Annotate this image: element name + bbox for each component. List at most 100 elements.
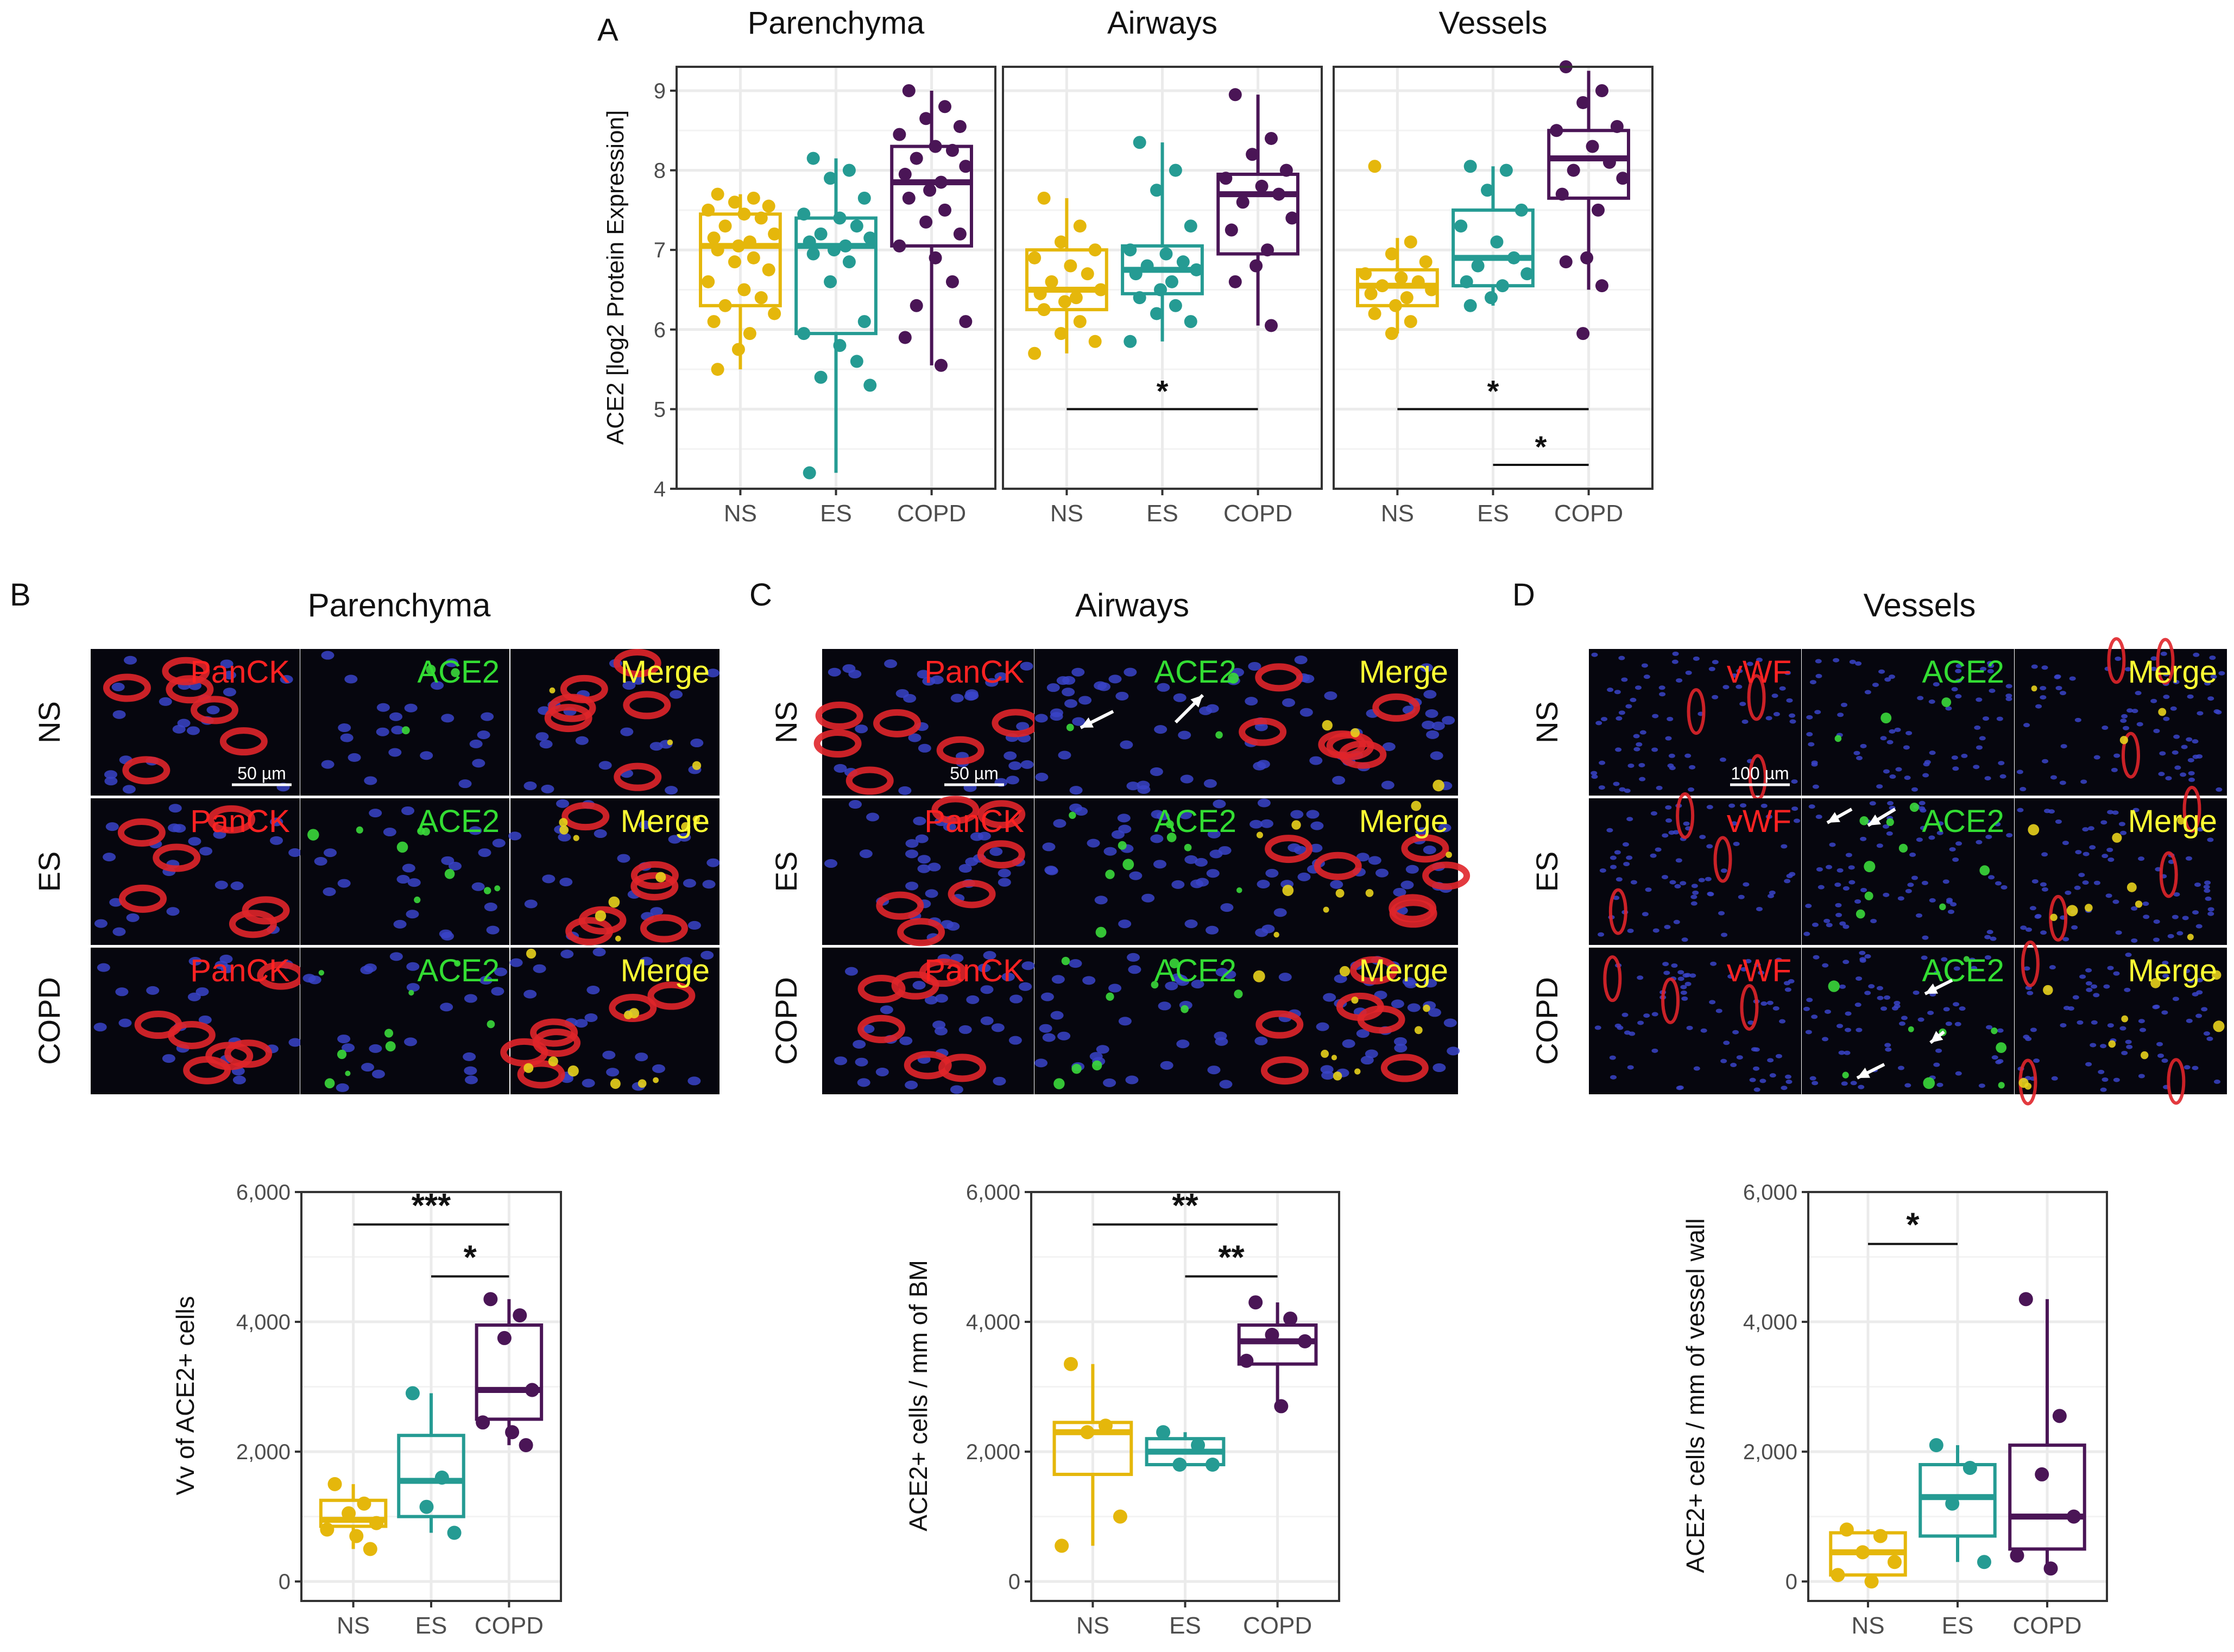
marker-signal: [1260, 1056, 1309, 1085]
nucleus: [1062, 688, 1075, 697]
nucleus: [1815, 673, 1822, 678]
x-tick-label: NS: [724, 500, 757, 527]
data-point: [1499, 163, 1513, 177]
nucleus: [560, 949, 574, 959]
ace2-signal: [1066, 723, 1074, 732]
panel-letter-b: B: [10, 577, 31, 613]
data-point: [1520, 267, 1534, 281]
nucleus: [2195, 1013, 2203, 1018]
nucleus: [1614, 1023, 1621, 1028]
nucleus: [1985, 835, 1992, 840]
nucleus: [1878, 669, 1885, 674]
nucleus: [1207, 829, 1221, 838]
data-point: [513, 1308, 527, 1323]
channel-label: ACE2: [417, 953, 500, 988]
nucleus: [905, 849, 919, 859]
nucleus: [1669, 766, 1676, 771]
micrograph-layer: B Parenchyma NS PanCK ACE2 Merge ES PanCK ACE2 Me…: [10, 577, 2227, 1106]
nucleus: [1690, 894, 1697, 899]
micrograph-image: ACE2: [1802, 649, 2014, 796]
nucleus: [1856, 755, 1863, 760]
nucleus: [2059, 780, 2066, 785]
nucleus: [168, 804, 182, 813]
data-point: [1205, 1458, 1220, 1472]
nucleus: [1154, 725, 1168, 734]
nucleus: [635, 1052, 648, 1062]
data-point: [707, 231, 721, 245]
ace2-signal: [1282, 885, 1294, 896]
nucleus: [1691, 884, 1698, 888]
data-point: [1389, 299, 1402, 312]
y-axis-label: Vv of ACE2+ cells: [171, 1296, 199, 1496]
nucleus: [1760, 1001, 1768, 1006]
nucleus: [1916, 837, 1923, 842]
data-point: [1298, 1334, 1312, 1348]
data-point: [1616, 172, 1630, 185]
nucleus: [1151, 810, 1164, 819]
nucleus: [918, 743, 931, 753]
box-NS: [1025, 248, 1108, 312]
nucleus: [472, 759, 485, 768]
nucleus: [389, 712, 403, 721]
nucleus: [2112, 810, 2119, 815]
nucleus: [2210, 674, 2217, 679]
nucleus: [2195, 924, 2203, 929]
ace2-signal: [1053, 1078, 1065, 1089]
nucleus: [2100, 820, 2107, 825]
nucleus: [1118, 1017, 1132, 1026]
ace2-signal: [2018, 1077, 2029, 1088]
nucleus: [866, 812, 880, 822]
data-point: [1873, 1529, 1888, 1543]
nucleus: [2187, 978, 2194, 983]
nucleus: [2082, 827, 2089, 832]
nucleus: [1848, 865, 1855, 870]
nucleus: [2209, 655, 2216, 660]
marker-signal: [857, 974, 906, 1003]
nucleus: [2188, 771, 2195, 775]
data-point: [1490, 235, 1504, 249]
nucleus: [2126, 708, 2134, 713]
nucleus: [1658, 685, 1665, 690]
ace2-signal: [1228, 672, 1239, 684]
arrow-icon: [1867, 808, 1896, 827]
nucleus: [1306, 810, 1320, 819]
marker-signal: [623, 691, 671, 720]
marker-signal: [936, 736, 985, 765]
nucleus: [575, 1019, 588, 1028]
nucleus: [206, 705, 220, 715]
nucleus: [2207, 911, 2214, 916]
nucleus: [2192, 1065, 2199, 1070]
nucleus: [1171, 880, 1185, 889]
channel-label: ACE2: [1922, 953, 2004, 988]
nucleus: [1257, 798, 1271, 808]
micrograph-title: Parenchyma: [308, 587, 491, 623]
nucleus: [1215, 968, 1229, 977]
nucleus: [1988, 875, 1995, 880]
nucleus: [1001, 972, 1015, 981]
nucleus: [1739, 702, 1746, 707]
data-point: [1156, 1425, 1171, 1440]
nucleus: [1812, 1081, 1819, 1086]
channel-label: Merge: [1359, 804, 1448, 839]
nucleus: [2150, 698, 2157, 703]
nucleus: [1929, 751, 1936, 755]
data-point: [1159, 247, 1173, 261]
nucleus: [1854, 1002, 1861, 1007]
ace2-signal: [1908, 1026, 1914, 1032]
data-point: [1555, 187, 1569, 201]
arrow-head: [1857, 1067, 1870, 1078]
nucleus: [1671, 963, 1678, 968]
data-point: [1929, 1438, 1943, 1453]
data-point: [1576, 96, 1590, 109]
marker-signal: [977, 840, 1025, 869]
nucleus: [2173, 734, 2180, 739]
nucleus: [2136, 722, 2143, 727]
marker-signal: [977, 800, 1026, 829]
nucleus: [1880, 736, 1887, 741]
nucleus: [2055, 819, 2062, 824]
y-tick-label: 9: [654, 79, 666, 103]
nucleus: [2186, 737, 2193, 742]
nucleus: [1883, 892, 1890, 897]
nucleus: [288, 848, 302, 857]
data-point: [1037, 191, 1051, 205]
